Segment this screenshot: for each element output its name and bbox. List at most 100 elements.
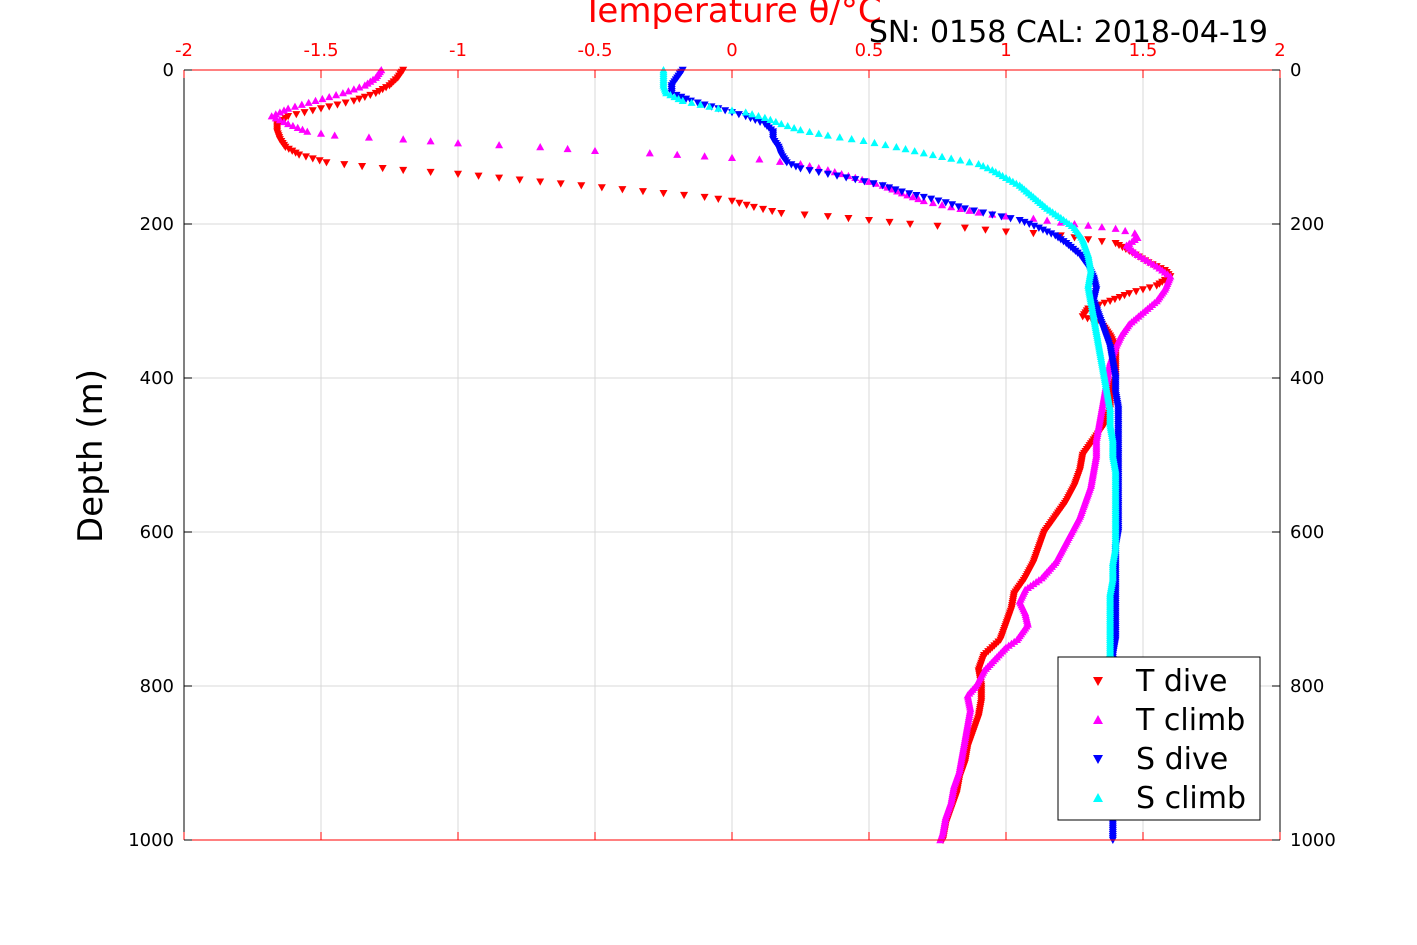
data-point — [495, 141, 504, 149]
data-point — [860, 178, 869, 186]
data-point — [970, 207, 979, 215]
data-point — [865, 177, 873, 185]
data-point — [755, 155, 764, 163]
data-point — [914, 194, 923, 203]
data-point — [1111, 240, 1120, 248]
data-point — [777, 119, 786, 128]
y-tick-label-right: 400 — [1290, 368, 1324, 389]
y-tick-label-left: 400 — [140, 368, 174, 389]
data-point — [284, 145, 293, 153]
data-point — [859, 136, 868, 145]
data-point — [974, 208, 983, 216]
data-point — [777, 210, 786, 218]
series-t-dive — [273, 66, 1175, 844]
y-tick-label-left: 0 — [163, 60, 174, 81]
data-point — [1100, 299, 1109, 307]
y-axis-label: Depth (m) — [71, 369, 111, 543]
data-point — [1002, 228, 1010, 236]
data-point — [474, 172, 483, 180]
data-point — [796, 165, 805, 173]
data-point — [682, 95, 691, 103]
data-point — [960, 224, 969, 232]
y-tick-label-right: 1000 — [1290, 830, 1336, 851]
data-point — [1047, 230, 1056, 238]
data-point — [905, 190, 914, 198]
data-point — [318, 94, 327, 103]
data-point — [721, 107, 730, 115]
data-point — [295, 151, 304, 159]
data-point — [680, 191, 689, 200]
data-point — [956, 156, 965, 164]
data-point — [454, 139, 462, 147]
data-point — [678, 96, 687, 104]
data-point — [399, 166, 408, 175]
data-point — [742, 201, 751, 210]
data-point — [371, 89, 380, 98]
data-point — [714, 104, 723, 112]
data-point — [267, 112, 276, 120]
data-point — [865, 216, 873, 225]
data-point — [897, 188, 906, 196]
data-point — [791, 163, 800, 171]
data-point — [734, 111, 743, 119]
data-point — [280, 106, 289, 114]
legend-box — [1057, 656, 1261, 821]
data-point — [933, 222, 942, 230]
data-point — [618, 186, 627, 194]
data-point — [814, 129, 823, 137]
data-point — [783, 121, 792, 130]
data-point — [597, 184, 606, 192]
data-point — [988, 211, 997, 219]
data-point — [696, 100, 705, 108]
data-point — [454, 170, 462, 178]
data-point — [399, 135, 408, 143]
data-point — [659, 190, 668, 198]
x-tick-label: 2 — [1274, 40, 1285, 61]
data-point — [919, 193, 928, 202]
data-point — [366, 91, 375, 100]
data-point — [284, 104, 293, 112]
data-point — [901, 145, 910, 153]
data-point — [870, 138, 879, 147]
data-point — [360, 93, 369, 101]
data-point — [1034, 224, 1043, 232]
data-point — [349, 85, 358, 93]
y-tick-label-left: 600 — [140, 522, 174, 543]
data-point — [833, 172, 842, 180]
data-point — [1152, 282, 1161, 290]
data-point — [1139, 286, 1147, 294]
data-point — [906, 220, 915, 228]
data-point — [536, 178, 545, 186]
data-point — [878, 182, 887, 190]
data-point — [1115, 293, 1124, 302]
data-point — [355, 95, 364, 103]
data-point — [280, 117, 289, 126]
data-point — [495, 174, 504, 182]
data-point — [947, 154, 956, 162]
data-point — [1125, 290, 1134, 298]
data-point — [308, 107, 317, 115]
data-point — [281, 143, 290, 151]
x-tick-label: 1 — [1000, 40, 1011, 61]
data-point — [364, 133, 373, 141]
data-point — [293, 123, 302, 131]
data-point — [1043, 216, 1052, 224]
data-point — [344, 87, 353, 95]
data-point — [891, 186, 900, 194]
legend-marker — [1093, 793, 1103, 802]
data-point — [979, 209, 988, 217]
data-point — [908, 193, 917, 201]
data-point — [1015, 216, 1024, 225]
y-tick-label-right: 600 — [1290, 522, 1324, 543]
data-point — [1084, 221, 1093, 229]
data-point — [1006, 215, 1015, 223]
data-point — [315, 157, 324, 165]
data-point — [1020, 218, 1029, 227]
data-point — [760, 113, 769, 121]
data-point — [1097, 238, 1106, 246]
data-point — [1025, 220, 1034, 228]
x-tick-label: -2 — [175, 40, 193, 61]
data-point — [291, 149, 300, 157]
data-point — [338, 89, 347, 97]
